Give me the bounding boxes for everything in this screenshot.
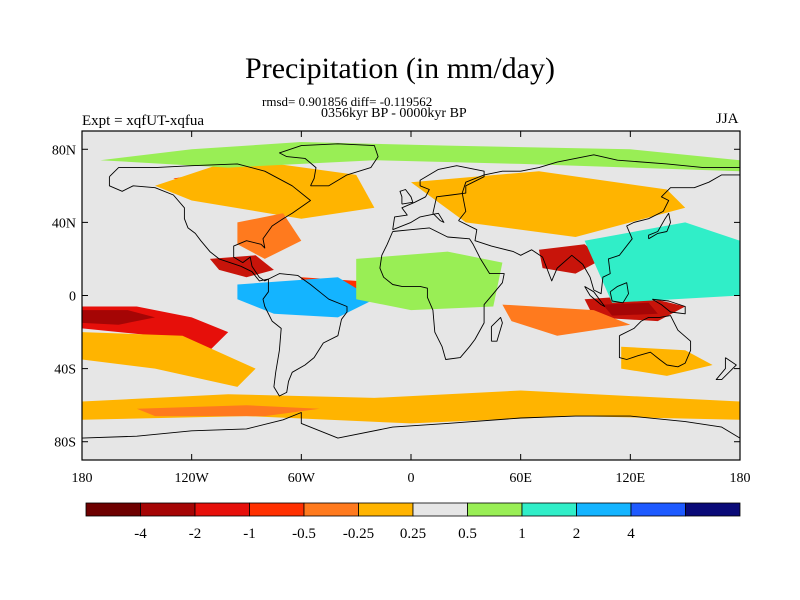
coast-sumatra: [584, 286, 606, 307]
experiment-label: Expt = xqfUT-xqfua: [82, 113, 205, 129]
anomaly-arctic-moist: [100, 142, 740, 172]
anomaly-southern-ocean-dry: [136, 405, 320, 417]
colorbar-swatch: [358, 502, 414, 517]
y-tick-label: 40N: [52, 216, 76, 231]
anomaly-west-pacific-moist: [584, 222, 740, 303]
x-tick-label: 0: [408, 471, 415, 486]
colorbar-label: -4: [134, 526, 147, 542]
latitude-axis: 80N 40N 0 40S 80S: [52, 143, 740, 451]
x-tick-label: 180: [730, 471, 751, 486]
anomaly-eurasia-dry-fringe: [411, 171, 686, 237]
coast-borneo: [609, 282, 629, 304]
colorbar-label: -0.25: [343, 526, 374, 542]
longitude-axis: 180 120W 60W 0 60E 120E 180: [72, 131, 751, 486]
colorbar-swatch: [467, 502, 523, 517]
colorbar-swatch: [249, 502, 305, 517]
colorbar-label: 0.25: [400, 526, 426, 542]
anomaly-north-atlantic-dry-fringe: [155, 158, 375, 219]
anomaly-east-us-dry: [237, 213, 302, 259]
coast-new-zealand: [715, 357, 737, 381]
colorbar-label: 2: [573, 526, 581, 542]
season-label: JJA: [716, 111, 739, 127]
coast-new-guinea: [652, 298, 686, 315]
x-tick-label: 120W: [175, 471, 210, 486]
colorbar-label: -1: [243, 526, 256, 542]
colorbar: -4 -2 -1 -0.5 -0.25 0.25 0.5 1 2 4: [85, 502, 741, 542]
colorbar-swatch: [303, 502, 359, 517]
colorbar-swatch: [412, 502, 468, 517]
precipitation-anomaly-fields: [82, 142, 740, 424]
x-tick-label: 60E: [509, 471, 532, 486]
y-tick-label: 80S: [54, 436, 76, 451]
colorbar-label: -2: [189, 526, 202, 542]
y-tick-label: 40S: [54, 363, 76, 378]
coast-south-america: [262, 273, 348, 397]
colorbar-swatch: [194, 502, 250, 517]
colorbar-label: -0.5: [292, 526, 316, 542]
plot-title: Precipitation (in mm/day): [245, 52, 555, 85]
anomaly-south-indian-dry: [502, 304, 631, 336]
coast-australia: [618, 315, 692, 368]
colorbar-label: 0.5: [458, 526, 477, 542]
coast-africa: [379, 227, 505, 360]
anomaly-indian-monsoon-dry: [538, 244, 603, 274]
colorbar-swatch: [576, 502, 632, 517]
anomaly-south-pacific-fringe: [82, 332, 256, 387]
x-tick-label: 60W: [288, 471, 316, 486]
colorbar-swatch: [630, 502, 686, 517]
coast-japan: [648, 212, 671, 240]
colorbar-label: 1: [518, 526, 526, 542]
x-tick-label: 120E: [616, 471, 646, 486]
colorbar-swatch: [521, 502, 577, 517]
coast-madagascar: [490, 316, 503, 342]
coast-europe: [392, 165, 485, 231]
colorbar-swatch: [140, 502, 196, 517]
coast-antarctica: [82, 412, 740, 439]
anomaly-equatorial-atlantic-wet-fringe: [237, 277, 375, 318]
coastlines: [82, 143, 740, 439]
colorbar-swatch: [85, 502, 141, 517]
coast-asia: [458, 154, 740, 295]
coast-uk: [399, 189, 414, 205]
colorbar-swatch: [685, 502, 741, 517]
stats-text: rmsd= 0.901856 diff= -0.119562: [262, 94, 433, 109]
anomaly-sahel-moist: [356, 251, 503, 311]
anomaly-pacific-itcz-core: [82, 310, 156, 325]
x-tick-label: 180: [72, 471, 93, 486]
colorbar-label: 4: [627, 526, 635, 542]
anomaly-maritime-continent-core: [602, 302, 658, 316]
period-text: 0356kyr BP - 0000kyr BP: [321, 106, 467, 121]
coast-north-america: [108, 163, 311, 282]
y-tick-label: 80N: [52, 143, 76, 158]
y-tick-label: 0: [69, 290, 76, 305]
coast-greenland: [278, 143, 379, 187]
